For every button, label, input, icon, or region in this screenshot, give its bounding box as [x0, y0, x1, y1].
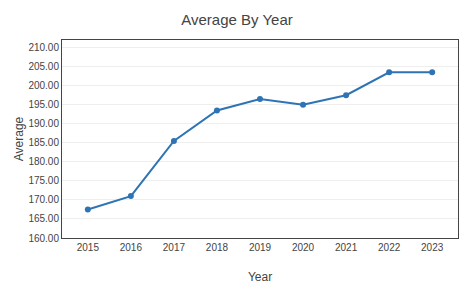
svg-text:200.00: 200.00: [28, 80, 59, 91]
svg-text:175.00: 175.00: [28, 175, 59, 186]
svg-text:2022: 2022: [378, 242, 401, 253]
svg-text:205.00: 205.00: [28, 61, 59, 72]
svg-text:160.00: 160.00: [28, 233, 59, 244]
svg-text:2017: 2017: [163, 242, 186, 253]
svg-text:170.00: 170.00: [28, 194, 59, 205]
svg-text:2018: 2018: [206, 242, 229, 253]
svg-text:2021: 2021: [335, 242, 358, 253]
svg-text:185.00: 185.00: [28, 137, 59, 148]
svg-text:165.00: 165.00: [28, 213, 59, 224]
svg-text:2023: 2023: [421, 242, 444, 253]
svg-text:190.00: 190.00: [28, 118, 59, 129]
svg-text:195.00: 195.00: [28, 99, 59, 110]
svg-text:Year: Year: [248, 270, 272, 284]
svg-text:2016: 2016: [120, 242, 143, 253]
svg-text:2020: 2020: [292, 242, 315, 253]
svg-text:210.00: 210.00: [28, 42, 59, 53]
svg-text:180.00: 180.00: [28, 156, 59, 167]
svg-text:2019: 2019: [249, 242, 272, 253]
svg-text:Average: Average: [12, 116, 26, 161]
svg-text:Average By Year: Average By Year: [181, 11, 292, 28]
svg-text:2015: 2015: [77, 242, 100, 253]
